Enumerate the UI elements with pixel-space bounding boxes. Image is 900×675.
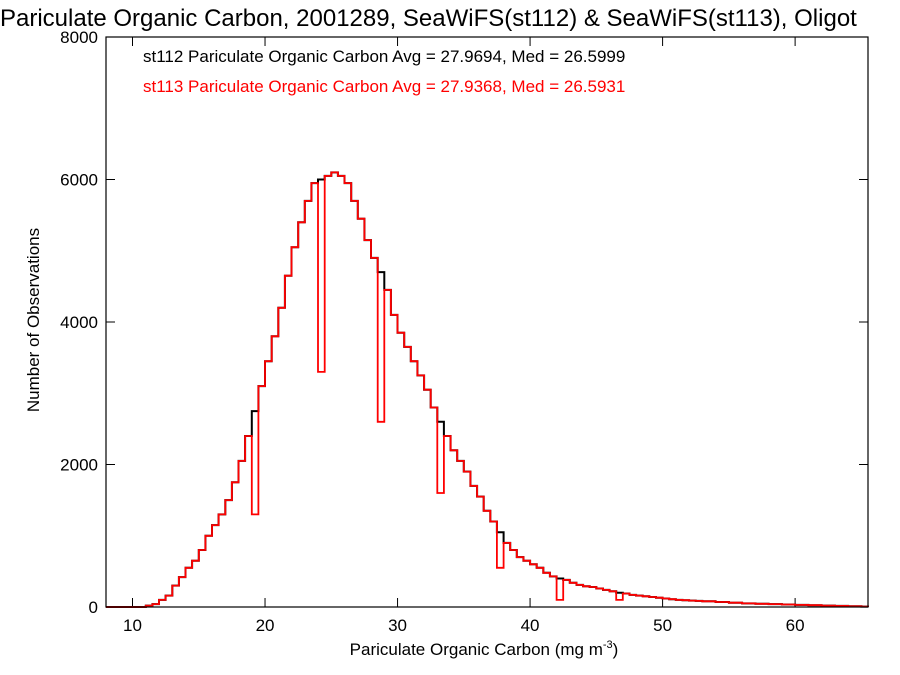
x-tick-label: 10	[123, 616, 142, 635]
x-axis-label-main: Pariculate Organic Carbon (mg m	[350, 640, 603, 659]
y-tick-label: 8000	[60, 28, 98, 47]
annotation-st113: st113 Pariculate Organic Carbon Avg = 27…	[143, 77, 625, 96]
y-tick-label: 4000	[60, 313, 98, 332]
x-tick-label: 40	[521, 616, 540, 635]
series-line-st112	[106, 171, 869, 608]
series-line-st113	[106, 171, 869, 608]
y-axis-label: Number of Observations	[24, 228, 43, 412]
x-tick-label: 60	[786, 616, 805, 635]
annotation-st112: st112 Pariculate Organic Carbon Avg = 27…	[143, 47, 625, 66]
y-tick-label: 2000	[60, 456, 98, 475]
chart-title: Pariculate Organic Carbon, 2001289, SeaW…	[0, 5, 857, 32]
plot-area: 10 20 30 40 50 60 0 2000 4000 6000 8000	[60, 28, 869, 635]
y-tick-label: 6000	[60, 171, 98, 190]
x-tick-label: 30	[388, 616, 407, 635]
x-axis-label-superscript: -3	[603, 639, 613, 651]
x-axis-label-close: )	[613, 640, 619, 659]
plot-frame	[105, 36, 869, 608]
x-tick-label: 50	[653, 616, 672, 635]
x-axis-label: Pariculate Organic Carbon (mg m-3)	[350, 639, 619, 659]
x-tick-label: 20	[256, 616, 275, 635]
y-tick-label: 0	[89, 598, 98, 617]
